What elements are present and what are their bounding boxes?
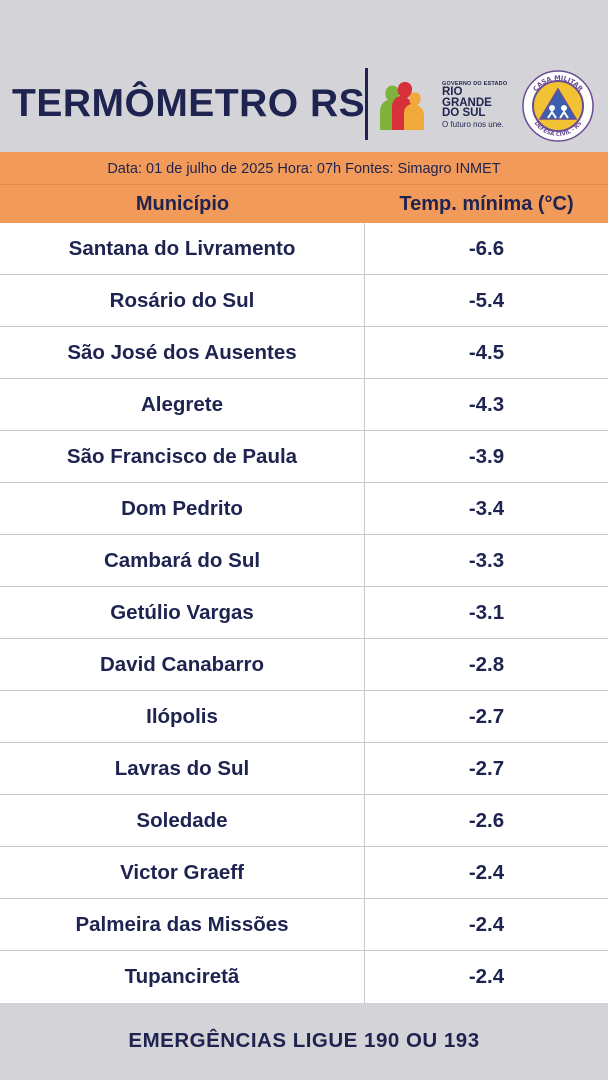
column-header-municipality: Município: [135, 193, 230, 215]
municipality-cell: Cambará do Sul: [0, 535, 365, 586]
table-row: Victor Graeff -2.4: [0, 847, 608, 899]
municipality-cell: Tupanciretã: [0, 951, 365, 1003]
temperature-cell: -2.4: [468, 913, 505, 936]
temperature-cell: -5.4: [468, 289, 505, 312]
municipality-cell: Ilópolis: [0, 691, 365, 742]
table-row: Getúlio Vargas -3.1: [0, 587, 608, 639]
rs-government-wordmark: GOVERNO DO ESTADO RIO GRANDE DO SUL O fu…: [442, 81, 507, 129]
municipality-cell: Soledade: [0, 795, 365, 846]
gov-name-line-1: RIO: [442, 86, 463, 98]
info-bar: Data: 01 de julho de 2025 Hora: 07h Font…: [0, 152, 608, 184]
table-body: Santana do Livramento -6.6 Rosário do Sul…: [0, 223, 608, 1003]
table-row: Soledade -2.6: [0, 795, 608, 847]
temperature-cell: -3.9: [468, 445, 505, 468]
municipality-cell: Santana do Livramento: [0, 223, 365, 274]
table-row: Dom Pedrito -3.4: [0, 483, 608, 535]
temperature-cell: -2.7: [468, 705, 505, 728]
municipality-cell: São Francisco de Paula: [0, 431, 365, 482]
temperature-cell: -3.4: [468, 497, 505, 520]
table-row: Lavras do Sul -2.7: [0, 743, 608, 795]
temperature-cell: -3.3: [468, 549, 505, 572]
table-row: Santana do Livramento -6.6: [0, 223, 608, 275]
header: TERMÔMETRO RS GOVERNO DO ESTADO RIO GRAN…: [0, 0, 608, 152]
table-header-row: Município Temp. mínima (°C): [0, 184, 608, 223]
municipality-cell: São José dos Ausentes: [0, 327, 365, 378]
temperature-cell: -2.6: [468, 809, 505, 832]
page-title: TERMÔMETRO RS: [12, 82, 366, 125]
temperature-cell: -4.3: [468, 393, 505, 416]
gov-name-line-2: GRANDE: [442, 96, 492, 109]
temperature-table: Data: 01 de julho de 2025 Hora: 07h Font…: [0, 152, 608, 1003]
municipality-cell: Dom Pedrito: [0, 483, 365, 534]
header-divider: [365, 68, 368, 140]
column-header-min-temp: Temp. mínima (°C): [399, 193, 574, 215]
civil-defense-seal-icon: CASA MILITAR DEFESA CIVIL - RS: [522, 70, 594, 142]
gov-tagline: O futuro nos une.: [442, 119, 504, 129]
temperature-cell: -6.6: [468, 237, 505, 260]
table-row: Ilópolis -2.7: [0, 691, 608, 743]
gov-label: GOVERNO DO ESTADO: [442, 81, 508, 87]
table-row: Rosário do Sul -5.4: [0, 275, 608, 327]
temperature-cell: -4.5: [468, 341, 505, 364]
temperature-cell: -3.1: [468, 601, 505, 624]
temperature-cell: -2.4: [468, 861, 505, 884]
emergency-footer: EMERGÊNCIAS LIGUE 190 OU 193: [0, 1003, 608, 1080]
table-row: São José dos Ausentes -4.5: [0, 327, 608, 379]
table-row: David Canabarro -2.8: [0, 639, 608, 691]
table-row: Tupanciretã -2.4: [0, 951, 608, 1003]
municipality-cell: Victor Graeff: [0, 847, 365, 898]
table-row: Alegrete -4.3: [0, 379, 608, 431]
municipality-cell: Lavras do Sul: [0, 743, 365, 794]
temperature-cell: -2.7: [468, 757, 505, 780]
municipality-cell: Getúlio Vargas: [0, 587, 365, 638]
municipality-cell: Rosário do Sul: [0, 275, 365, 326]
municipality-cell: David Canabarro: [0, 639, 365, 690]
municipality-cell: Alegrete: [0, 379, 365, 430]
rs-government-logo-icon: [380, 81, 424, 130]
table-row: São Francisco de Paula -3.9: [0, 431, 608, 483]
table-row: Palmeira das Missões -2.4: [0, 899, 608, 951]
gov-name-line-3: DO SUL: [442, 107, 486, 119]
municipality-cell: Palmeira das Missões: [0, 899, 365, 950]
table-row: Cambará do Sul -3.3: [0, 535, 608, 587]
temperature-cell: -2.8: [468, 653, 505, 676]
temperature-cell: -2.4: [468, 965, 505, 988]
